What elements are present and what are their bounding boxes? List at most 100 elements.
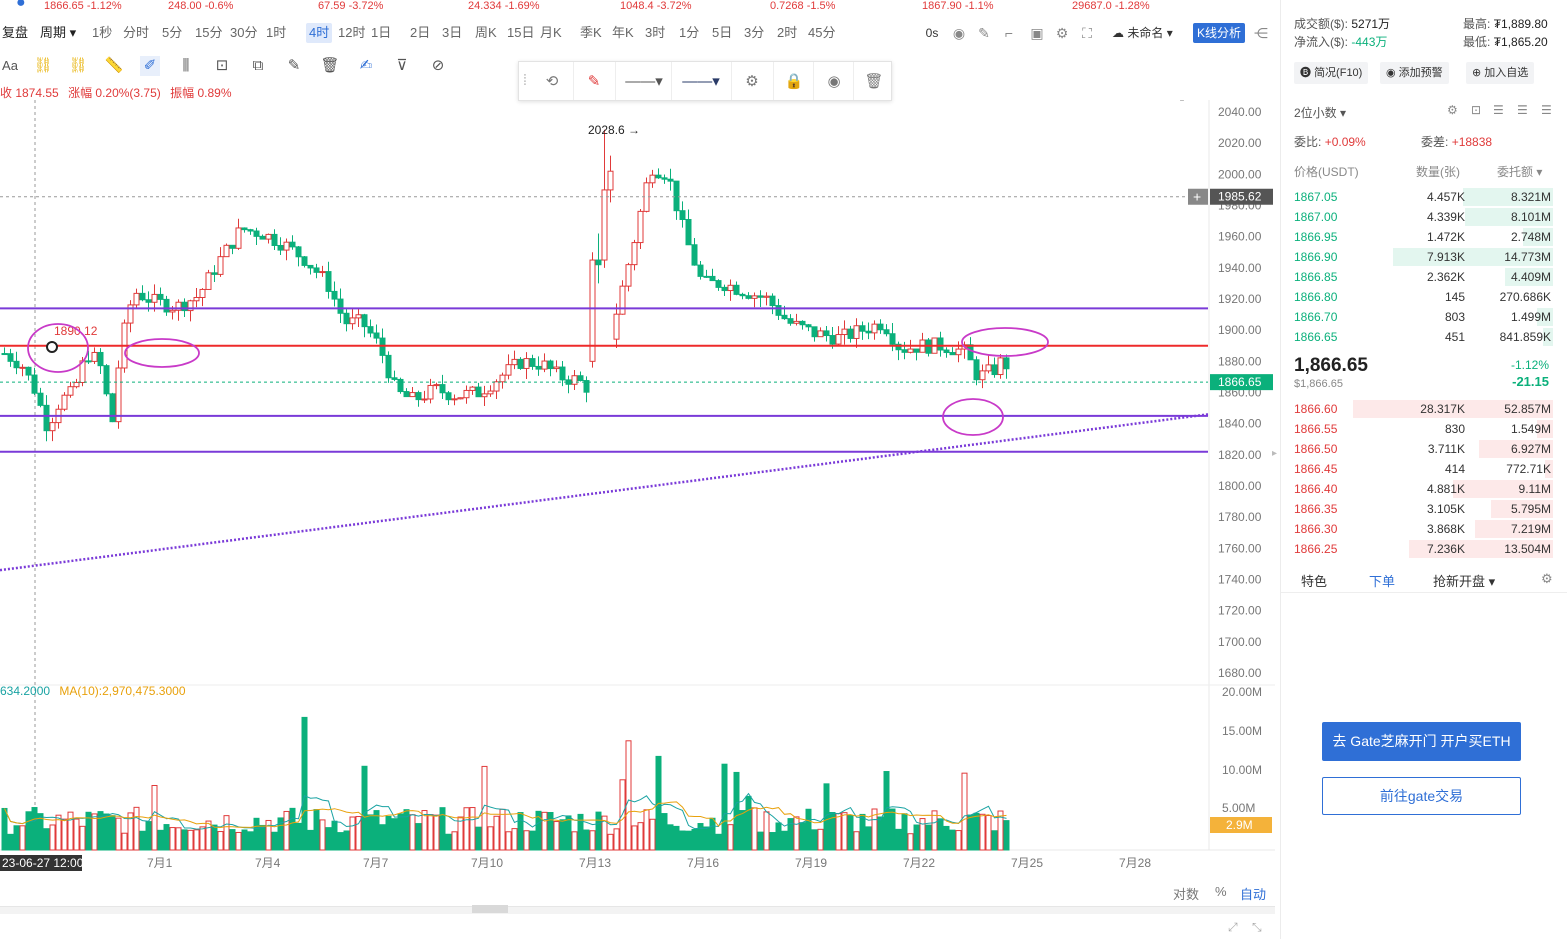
- orderbook-row[interactable]: 1866.70 803 1.499M: [1281, 307, 1561, 327]
- orderbook-row[interactable]: 1867.05 4.457K 8.321M: [1281, 187, 1561, 207]
- orderbook-row[interactable]: 1866.65 451 841.859K: [1281, 327, 1561, 347]
- period-option[interactable]: 15日: [507, 25, 535, 40]
- ticker-item[interactable]: 1048.4 -3.72%: [620, 0, 692, 12]
- orderbook-row[interactable]: 1866.85 2.362K 4.409M: [1281, 267, 1561, 287]
- fuquan-button[interactable]: 复盘: [2, 25, 29, 40]
- period-option[interactable]: 1秒: [92, 25, 113, 40]
- draw-icon[interactable]: ✍: [359, 57, 373, 74]
- ticker-item[interactable]: 1867.90 -1.1%: [922, 0, 994, 12]
- scroll-handle[interactable]: [472, 905, 508, 913]
- period-option[interactable]: 年K: [612, 25, 634, 40]
- ticker-item[interactable]: 0.7268 -1.5%: [770, 0, 836, 12]
- template-icon[interactable]: ⟲: [545, 73, 559, 90]
- layout-menu[interactable]: ☁ 未命名 ▾: [1112, 26, 1173, 40]
- kline-analysis-button[interactable]: K线分析: [1193, 23, 1245, 43]
- orderbook-row[interactable]: 1866.50 3.711K 6.927M: [1281, 439, 1561, 459]
- period-option[interactable]: 3日: [442, 25, 463, 40]
- auto-scale-toggle[interactable]: 自动: [1240, 887, 1267, 902]
- go-trade-button[interactable]: 前往gate交易: [1322, 777, 1521, 815]
- link-icon[interactable]: ⛓: [68, 57, 88, 74]
- period-option[interactable]: 5日: [712, 25, 733, 40]
- lock-icon[interactable]: 🔒: [784, 73, 804, 90]
- decimals-select[interactable]: 2位小数 ▾: [1294, 106, 1347, 120]
- gear-icon[interactable]: ⚙: [1055, 25, 1069, 41]
- line-width-select[interactable]: ——▾: [625, 73, 663, 90]
- orderbook-row[interactable]: 1866.25 7.236K 13.504M: [1281, 539, 1561, 559]
- share-icon[interactable]: ⋲: [1254, 25, 1268, 41]
- kline-chart[interactable]: 2040.002020.002000.001980.001960.001940.…: [0, 100, 1275, 880]
- period-option[interactable]: 3分: [744, 25, 765, 40]
- period-option[interactable]: 4时: [306, 23, 333, 43]
- period-option[interactable]: 1时: [266, 25, 287, 40]
- panel-toggle-icon[interactable]: ▸: [1272, 448, 1278, 459]
- period-option[interactable]: 15分: [195, 25, 223, 40]
- ticker-item[interactable]: 29687.0 -1.28%: [1072, 0, 1150, 12]
- settings-icon[interactable]: ⚙: [745, 73, 759, 90]
- add-alert-button[interactable]: ◉ 添加预警: [1380, 62, 1449, 84]
- pencil-icon[interactable]: ✎: [978, 25, 990, 41]
- period-option[interactable]: 12时: [338, 25, 366, 40]
- collapse-icon[interactable]: ⤡: [1252, 920, 1262, 934]
- col-amount[interactable]: 委托额 ▾: [1497, 165, 1543, 179]
- brush-icon[interactable]: ✐: [140, 56, 160, 76]
- asks-only-icon[interactable]: ☰: [1517, 103, 1528, 117]
- gear-icon[interactable]: ⚙: [1541, 571, 1553, 586]
- period-option[interactable]: 季K: [580, 25, 602, 40]
- orderbook-row[interactable]: 1866.55 830 1.549M: [1281, 419, 1561, 439]
- period-option[interactable]: 45分: [808, 25, 836, 40]
- orderbook-row[interactable]: 1867.00 4.339K 8.101M: [1281, 207, 1561, 227]
- orderbook-row[interactable]: 1866.60 28.317K 52.857M: [1281, 399, 1561, 419]
- line-style-select[interactable]: ——▾: [682, 73, 720, 90]
- settings-icon[interactable]: ⚙: [1447, 103, 1458, 117]
- depth-icon[interactable]: ⊡: [1471, 103, 1482, 117]
- font-button[interactable]: Aa: [2, 58, 18, 73]
- add-watchlist-button[interactable]: ⊕ 加入自选: [1466, 62, 1535, 84]
- tab-order[interactable]: 下单: [1369, 574, 1396, 589]
- bids-only-icon[interactable]: ☰: [1541, 103, 1552, 117]
- open-account-button[interactable]: 去 Gate芝麻开门 开户买ETH: [1322, 722, 1521, 761]
- fullscreen-icon[interactable]: ⛶: [1082, 25, 1092, 41]
- copy-icon[interactable]: ⧉: [252, 57, 264, 74]
- orderbook-row[interactable]: 1866.95 1.472K 2.748M: [1281, 227, 1561, 247]
- crop-icon[interactable]: ⌐: [1004, 25, 1014, 41]
- save-icon[interactable]: ▣: [1030, 25, 1044, 41]
- percent-toggle[interactable]: %: [1215, 884, 1227, 899]
- period-option[interactable]: 30分: [230, 25, 258, 40]
- color-pen-icon[interactable]: ✎: [587, 73, 601, 90]
- tab-new-listing[interactable]: 抢新开盘 ▾: [1433, 574, 1496, 589]
- period-option[interactable]: 3时: [645, 25, 666, 40]
- profile-button[interactable]: 🅑 简况(F10): [1294, 62, 1369, 84]
- period-option[interactable]: 5分: [162, 25, 183, 40]
- period-menu[interactable]: 周期 ▾: [40, 25, 77, 40]
- period-option[interactable]: 1分: [679, 25, 700, 40]
- orderbook-row[interactable]: 1866.40 4.881K 9.11M: [1281, 479, 1561, 499]
- ticker-item[interactable]: 67.59 -3.72%: [318, 0, 384, 12]
- tab-feature[interactable]: 特色: [1301, 574, 1328, 589]
- orderbook-row[interactable]: 1866.35 3.105K 5.795M: [1281, 499, 1561, 519]
- filter-icon[interactable]: ⊽: [396, 57, 408, 74]
- orderbook-row[interactable]: 1866.30 3.868K 7.219M: [1281, 519, 1561, 539]
- period-option[interactable]: 1日: [371, 25, 392, 40]
- period-option[interactable]: 2日: [410, 25, 431, 40]
- trash-icon[interactable]: 🗑: [320, 57, 340, 74]
- orderbook-row[interactable]: 1866.90 7.913K 14.773M: [1281, 247, 1561, 267]
- list-icon[interactable]: ☰: [1493, 103, 1504, 117]
- period-option[interactable]: 月K: [540, 25, 562, 40]
- orderbook-row[interactable]: 1866.80 145 270.686K: [1281, 287, 1561, 307]
- period-option[interactable]: 分时: [123, 25, 150, 40]
- drag-handle-icon[interactable]: ⁞: [522, 72, 528, 89]
- expand-icon[interactable]: ⤢: [1228, 920, 1238, 934]
- ticker-item[interactable]: 248.00 -0.6%: [168, 0, 234, 12]
- note-icon[interactable]: ✎: [287, 57, 301, 74]
- ticker-item[interactable]: 24.334 -1.69%: [468, 0, 540, 12]
- camera-icon[interactable]: ◉: [952, 25, 966, 41]
- period-option[interactable]: 2时: [777, 25, 798, 40]
- edit-icon[interactable]: ⊘: [431, 57, 445, 74]
- orderbook-row[interactable]: 1866.45 414 772.71K: [1281, 459, 1561, 479]
- period-option[interactable]: 周K: [475, 25, 497, 40]
- eye-icon[interactable]: ◉: [827, 73, 841, 90]
- magnet-icon[interactable]: ⛓: [33, 57, 53, 74]
- log-scale-toggle[interactable]: 对数: [1173, 887, 1200, 902]
- lock-icon[interactable]: ⊡: [215, 57, 229, 74]
- ticker-item[interactable]: 1866.65 -1.12%: [44, 0, 122, 12]
